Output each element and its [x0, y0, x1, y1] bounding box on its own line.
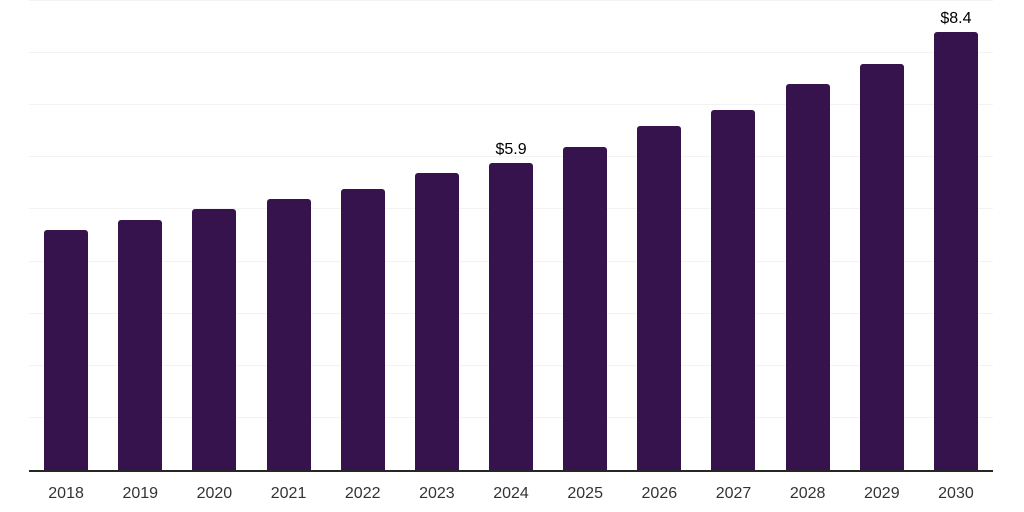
gridline: [29, 52, 993, 54]
bar-value-label-2024: $5.9: [495, 140, 527, 158]
bar-2030: $8.4: [933, 10, 978, 470]
x-axis-labels: 2018 2019 2020 2021 2022 2023 2024 2025 2026 2027…: [29, 484, 993, 504]
x-tick-label-2024: 2024: [493, 485, 529, 502]
x-tick-label-2030: 2030: [938, 485, 974, 502]
bar-2022: [340, 188, 385, 470]
bar-2029: [859, 63, 904, 470]
x-tick-label-2020: 2020: [196, 485, 233, 502]
bar-slot-2025: [548, 0, 622, 470]
x-tick-label-2023: 2023: [419, 485, 455, 502]
bar-slot-2018: [29, 0, 103, 470]
x-tick-label-2027: 2027: [715, 485, 752, 502]
x-tick-label-2018: 2018: [48, 485, 84, 502]
x-tick-label-2025: 2025: [567, 485, 603, 502]
bar-2018: [44, 230, 89, 470]
bars-row: $5.9 $8.4: [29, 0, 993, 470]
bar-2023: [414, 172, 459, 470]
bar-2027: [711, 110, 756, 470]
x-tick-label-2026: 2026: [641, 485, 678, 502]
bar-slot-2019: [103, 0, 177, 470]
bar-slot-2024: $5.9: [474, 0, 548, 470]
bar-2020: [192, 209, 237, 470]
x-tick-label-2028: 2028: [789, 485, 826, 502]
bar-2028: [785, 84, 830, 470]
x-tick-label-2022: 2022: [344, 485, 381, 502]
x-tick-label-2019: 2019: [122, 485, 159, 502]
bar-slot-2022: [326, 0, 400, 470]
bar-2025: [563, 146, 608, 470]
bar-slot-2026: [622, 0, 696, 470]
plot-area: $5.9 $8.4: [29, 0, 993, 470]
bar-slot-2020: [177, 0, 251, 470]
bar-2019: [118, 219, 163, 470]
x-tick-label-2021: 2021: [270, 485, 307, 502]
bar-slot-2028: [771, 0, 845, 470]
gridline: [29, 0, 993, 1]
bar-value-label-2030: $8.4: [940, 10, 972, 28]
x-axis-line: [29, 470, 993, 472]
bar-slot-2030: $8.4: [919, 0, 993, 470]
bar-slot-2021: [251, 0, 325, 470]
bar-slot-2029: [845, 0, 919, 470]
x-tick-label-2029: 2029: [864, 485, 900, 502]
bar-2021: [266, 199, 311, 470]
gridline: [29, 156, 993, 158]
bar-2024: $5.9: [489, 141, 534, 470]
bar-2026: [637, 126, 682, 470]
bar-slot-2023: [400, 0, 474, 470]
gridline: [29, 104, 993, 106]
bar-slot-2027: [696, 0, 770, 470]
